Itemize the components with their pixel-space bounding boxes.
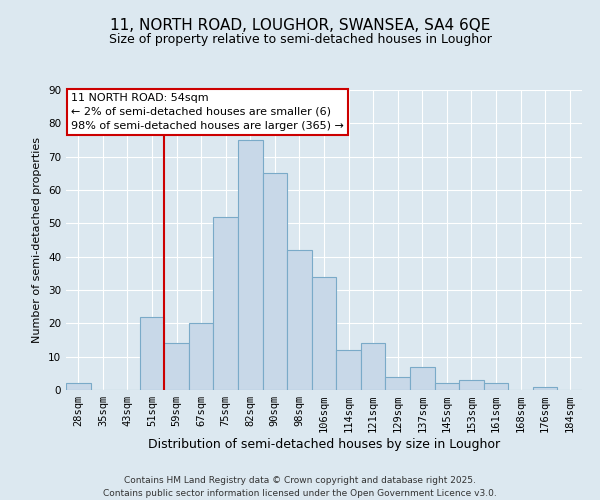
Bar — [484, 384, 508, 390]
Bar — [164, 344, 189, 390]
Bar — [336, 350, 361, 390]
Bar — [238, 140, 263, 390]
Bar — [263, 174, 287, 390]
Bar — [361, 344, 385, 390]
Bar — [66, 384, 91, 390]
X-axis label: Distribution of semi-detached houses by size in Loughor: Distribution of semi-detached houses by … — [148, 438, 500, 451]
Y-axis label: Number of semi-detached properties: Number of semi-detached properties — [32, 137, 43, 343]
Bar — [312, 276, 336, 390]
Bar — [385, 376, 410, 390]
Bar — [533, 386, 557, 390]
Bar — [140, 316, 164, 390]
Text: 11, NORTH ROAD, LOUGHOR, SWANSEA, SA4 6QE: 11, NORTH ROAD, LOUGHOR, SWANSEA, SA4 6Q… — [110, 18, 490, 32]
Bar — [410, 366, 434, 390]
Bar — [189, 324, 214, 390]
Bar — [214, 216, 238, 390]
Bar — [434, 384, 459, 390]
Bar — [459, 380, 484, 390]
Bar — [287, 250, 312, 390]
Text: Contains HM Land Registry data © Crown copyright and database right 2025.
Contai: Contains HM Land Registry data © Crown c… — [103, 476, 497, 498]
Text: Size of property relative to semi-detached houses in Loughor: Size of property relative to semi-detach… — [109, 32, 491, 46]
Text: 11 NORTH ROAD: 54sqm
← 2% of semi-detached houses are smaller (6)
98% of semi-de: 11 NORTH ROAD: 54sqm ← 2% of semi-detach… — [71, 93, 344, 131]
